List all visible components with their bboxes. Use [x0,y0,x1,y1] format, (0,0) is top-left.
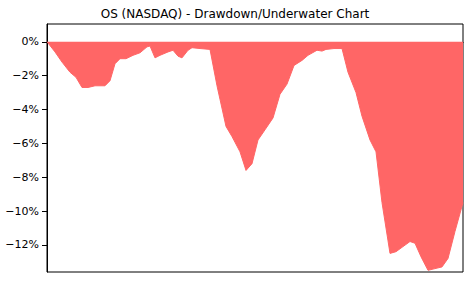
svg-text:−12%: −12% [5,238,39,251]
svg-text:−4%: −4% [12,103,39,116]
svg-text:−10%: −10% [5,205,39,218]
svg-text:−6%: −6% [12,137,39,150]
svg-text:OS (NASDAQ) - Drawdown/Underwa: OS (NASDAQ) - Drawdown/Underwater Chart [101,7,370,21]
svg-text:0%: 0% [22,35,39,48]
svg-text:−8%: −8% [12,171,39,184]
svg-text:−2%: −2% [12,69,39,82]
